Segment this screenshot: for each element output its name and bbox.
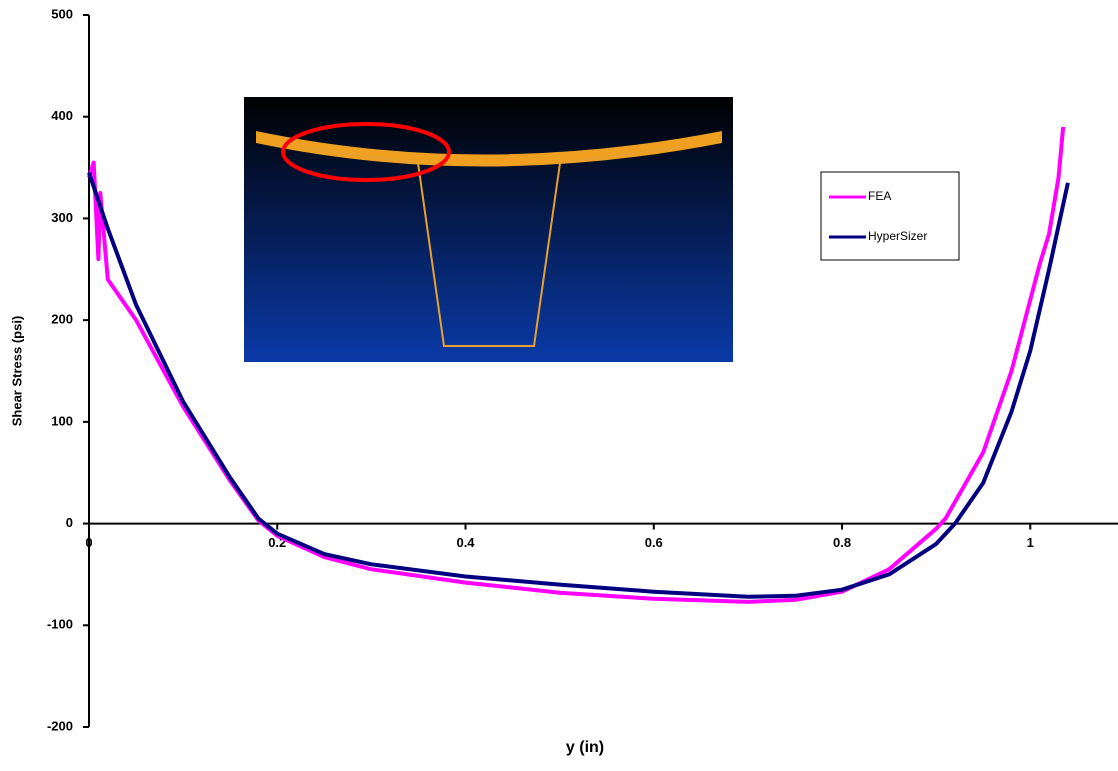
- x-tick-label: 0.8: [833, 535, 851, 550]
- x-tick-label: 0: [85, 535, 92, 550]
- y-tick-label: 500: [51, 6, 73, 21]
- y-tick-label: 0: [66, 515, 73, 530]
- y-tick-label: 100: [51, 413, 73, 428]
- legend: FEA HyperSizer: [821, 172, 959, 260]
- x-tick-label: 1: [1027, 535, 1034, 550]
- inset-image: [244, 97, 733, 362]
- legend-box: [821, 172, 959, 260]
- y-tick-label: 400: [51, 108, 73, 123]
- y-axis-label: Shear Stress (psi): [9, 316, 24, 427]
- x-tick-label: 0.4: [456, 535, 475, 550]
- page: Shear Stress (psi) y (in) FEAHyperSizer …: [0, 0, 1118, 771]
- legend-label: FEA: [868, 189, 891, 203]
- x-tick-label: 0.6: [645, 535, 663, 550]
- legend-label: HyperSizer: [868, 229, 927, 243]
- chart: Shear Stress (psi) y (in) FEAHyperSizer …: [0, 0, 1118, 766]
- y-tick-label: -100: [47, 617, 73, 632]
- y-tick-label: 200: [51, 312, 73, 327]
- y-tick-label: -200: [47, 718, 73, 733]
- x-axis-label: y (in): [566, 739, 604, 756]
- y-tick-label: 300: [51, 210, 73, 225]
